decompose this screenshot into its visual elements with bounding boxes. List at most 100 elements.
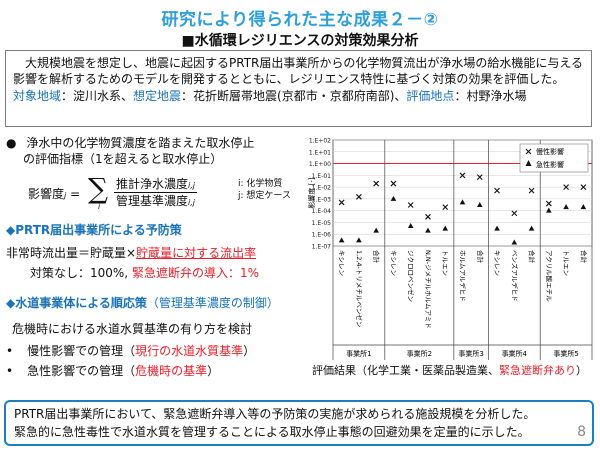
- index-text-2: の評価指標（1を超えると取水停止）: [23, 152, 223, 166]
- y-tick-label: 1.E-06: [312, 232, 331, 239]
- meta-label-quake: 想定地震: [133, 89, 182, 103]
- section-prtr-title: ◆PRTR届出事業所による予防策: [6, 223, 182, 237]
- section-utility-item2: • 急性影響での管理（危機時の基準）: [6, 364, 220, 378]
- meta-label-site: 評価地点: [406, 89, 455, 103]
- intro-box: 大規模地震を想定し、地震に起因するPRTR届出事業所からの化学物質流出が浄水場の…: [5, 50, 592, 127]
- group-label: 事業所2: [407, 349, 432, 358]
- equation-legend: i: 化学物質 j: 想定ケース: [238, 179, 291, 201]
- equation-lhs: 影響度j =: [28, 187, 81, 201]
- meta-value-region: ：淀川水系、: [61, 89, 134, 103]
- acute-point: [528, 225, 535, 231]
- y-tick-label: 1.E-01: [312, 173, 331, 180]
- legend-chronic-marker: [525, 148, 532, 155]
- chronic-point: [580, 184, 587, 191]
- legend-acute-marker: [525, 160, 532, 166]
- index-text-1: 浄水中の化学物質濃度を踏まえた取水停止: [26, 136, 255, 150]
- category-label: キシレン: [493, 250, 501, 276]
- acute-point: [338, 237, 345, 243]
- y-tick-label: 1.E-02: [312, 185, 331, 192]
- chronic-point: [442, 204, 449, 211]
- meta-value-site: ：村野浄水場: [454, 89, 527, 103]
- y-tick-label: 1.E+00: [309, 161, 331, 168]
- equation-numerator: 推計浄水濃度i,j: [114, 177, 198, 193]
- index-bullet: ● 浄水中の化学物質濃度を踏まえた取水停止: [6, 135, 306, 151]
- legend-chronic-label: 慢性影響: [536, 147, 564, 156]
- acute-point: [494, 225, 500, 231]
- category-label: ホルムアルデヒド: [459, 250, 468, 302]
- y-tick-label: 1.E+01: [309, 149, 331, 156]
- intro-text: 大規模地震を想定し、地震に起因するPRTR届出事業所からの化学物質流出が浄水場の…: [13, 56, 584, 86]
- chronic-point: [407, 202, 414, 208]
- chronic-point: [373, 180, 380, 187]
- bullet-dot: ●: [6, 136, 17, 150]
- impact-chart: 1.E+02 1.E+01 1.E+00 1.E-01 1.E-02 1.E-03 1.E-…: [308, 132, 598, 364]
- acute-point: [442, 225, 449, 231]
- section-utility-title: ◆水道事業体による順応策（管理基準濃度の制御）: [6, 296, 279, 310]
- chronic-point: [511, 210, 518, 217]
- page-number: 8: [577, 424, 586, 440]
- equation-sigma-sub: i: [98, 202, 101, 211]
- category-label: ベンズアルデヒド: [510, 250, 519, 302]
- acute-point: [407, 222, 414, 228]
- conclusion-line-2: 緊急的に急性毒性で水道水質を管理することによる取水停止事態の回避効果を定量的に示…: [14, 425, 530, 439]
- category-label: 合計: [528, 250, 537, 264]
- meta-label-region: 対象地域: [13, 89, 62, 103]
- y-tick-label: 1.E-07: [312, 244, 331, 251]
- group-label: 事業所3: [458, 349, 483, 358]
- acute-point: [563, 204, 569, 210]
- acute-point: [425, 227, 431, 233]
- category-label: トルエン: [562, 250, 570, 276]
- y-tick-label: 1.E+02: [309, 138, 331, 145]
- conclusion-box: PRTR届出事業所において、緊急遮断弁導入等の予防策の実施が求められる施設規模を…: [4, 400, 594, 446]
- slide-subtitle: ■水循環レジリエンスの対策効果分析: [181, 33, 419, 49]
- y-tick-label: 1.E-03: [312, 196, 331, 203]
- equation-denominator: 管理基準濃度i,j: [116, 194, 196, 208]
- equation-sigma: ∑: [88, 172, 108, 205]
- chart-caption: 評価結果（化学工業・医薬品製造業、緊急遮断弁あり）: [312, 364, 587, 377]
- chronic-point: [494, 187, 500, 194]
- group-label: 事業所5: [553, 349, 578, 358]
- chronic-point: [545, 200, 552, 207]
- section-prtr-line2: 対策なし：100%, 緊急遮断弁の導入：1%: [30, 266, 259, 280]
- y-tick-label: 1.E-05: [312, 220, 331, 227]
- section-utility-line1: 危機時における水道水質基準の有り方を検討: [12, 322, 253, 336]
- legend-box: [519, 143, 589, 173]
- meta-value-quake: ：花折断層帯地震(京都市・京都府南部)、: [181, 89, 407, 103]
- acute-point: [511, 239, 518, 245]
- slide-title: 研究により得られた主な成果２－②: [161, 10, 439, 30]
- category-label: 合計: [579, 250, 588, 264]
- category-label: キシレン: [389, 250, 397, 276]
- intro-meta: 対象地域：淀川水系、想定地震：花折断層帯地震(京都市・京都府南部)、評価地点：村…: [13, 88, 584, 105]
- chronic-point: [528, 187, 535, 194]
- category-label: 合計: [476, 250, 485, 264]
- category-label: トルエン: [441, 250, 449, 276]
- chronic-point: [390, 180, 397, 187]
- chronic-point: [338, 199, 345, 206]
- chronic-point: [425, 213, 431, 220]
- impact-equation: 影響度j = ∑ i 推計浄水濃度i,j 管理基準濃度i,j i: 化学物質 j…: [28, 172, 308, 212]
- chronic-point: [476, 174, 483, 181]
- acute-point: [580, 204, 587, 210]
- impact-chart-svg: 1.E+02 1.E+01 1.E+00 1.E-01 1.E-02 1.E-03 1.E-…: [308, 138, 593, 360]
- chronic-point: [459, 172, 466, 179]
- group-label: 事業所1: [346, 349, 371, 358]
- category-label: N,N-ジメチルホルムアミド: [424, 250, 432, 329]
- category-label: 1,2,4-トリメチルベンゼン: [355, 250, 364, 327]
- group-label: 事業所4: [502, 349, 528, 358]
- legend-acute-label: 急性影響: [536, 160, 564, 169]
- acute-point: [546, 207, 552, 213]
- chronic-point: [563, 184, 569, 191]
- acute-point: [373, 227, 379, 233]
- section-prtr-line1: 非常時流出量＝貯蔵量×貯蔵量に対する流出率: [6, 246, 257, 260]
- acute-point: [459, 199, 466, 205]
- acute-point: [390, 195, 397, 201]
- acute-point: [476, 202, 483, 208]
- acute-point: [356, 237, 362, 243]
- category-label: アクリル酸エチル: [545, 250, 554, 302]
- category-label: キシレン: [338, 250, 346, 276]
- category-label: ジクロロベンゼン: [407, 250, 416, 302]
- y-tick-label: 1.E-04: [312, 208, 331, 215]
- category-label: 合計: [372, 250, 381, 264]
- y-axis-label: 影響度 [-]: [308, 177, 316, 208]
- conclusion-line-1: PRTR届出事業所において、緊急遮断弁導入等の予防策の実施が求められる施設規模を…: [14, 407, 536, 421]
